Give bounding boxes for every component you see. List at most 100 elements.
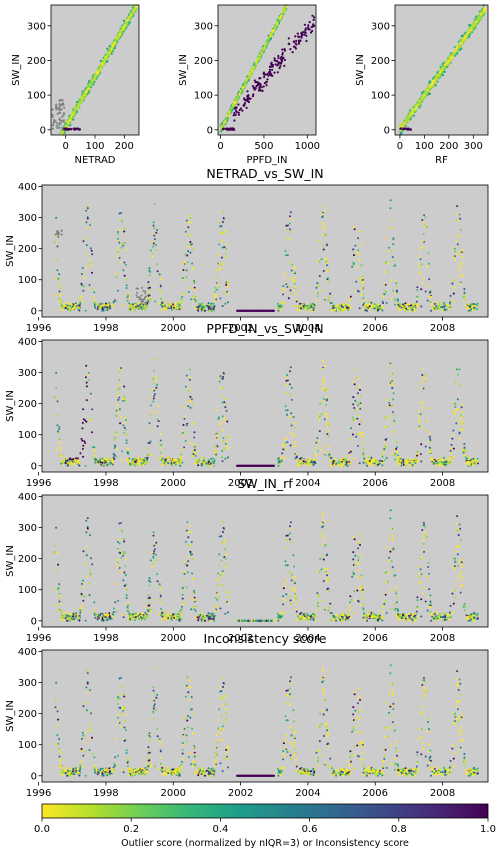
data-point — [219, 421, 222, 424]
data-point — [226, 435, 229, 438]
data-point — [477, 17, 480, 20]
data-point — [56, 400, 59, 403]
data-point — [222, 211, 225, 214]
data-point — [435, 462, 438, 465]
y-tick-label: 100 — [371, 91, 390, 102]
data-point — [71, 308, 74, 311]
data-point — [58, 426, 61, 428]
data-point — [117, 233, 119, 236]
data-point — [363, 457, 366, 460]
data-point — [392, 289, 395, 292]
data-point — [427, 87, 430, 90]
data-point — [368, 305, 371, 308]
x-tick-label: 1998 — [93, 323, 118, 334]
data-point — [189, 240, 192, 243]
data-point — [235, 111, 239, 114]
data-point — [452, 447, 455, 450]
data-point — [72, 115, 75, 118]
data-point — [210, 457, 213, 460]
data-point — [189, 441, 192, 444]
data-point — [395, 282, 398, 285]
data-point — [125, 284, 128, 287]
data-point — [58, 122, 62, 125]
data-point — [234, 101, 237, 104]
data-point — [360, 431, 363, 434]
data-point — [305, 39, 308, 43]
data-point — [352, 396, 355, 399]
data-point — [260, 51, 263, 54]
data-point — [294, 46, 297, 49]
data-point — [58, 438, 61, 440]
data-point — [58, 446, 61, 449]
data-point — [364, 462, 367, 465]
data-point — [122, 424, 125, 427]
data-point — [420, 271, 423, 273]
x-tick-label: 0 — [217, 141, 223, 152]
data-point — [449, 302, 451, 305]
data-point — [64, 461, 67, 464]
data-point — [134, 302, 137, 305]
data-point — [315, 291, 318, 294]
data-point — [180, 307, 183, 310]
data-point — [133, 309, 136, 312]
data-point — [172, 458, 175, 461]
data-point — [305, 34, 308, 37]
data-point — [385, 446, 388, 449]
data-point — [294, 285, 297, 288]
data-point — [155, 243, 157, 246]
data-point — [326, 262, 329, 265]
data-point — [221, 460, 224, 463]
data-point — [326, 257, 328, 260]
data-point — [303, 23, 306, 26]
data-point — [116, 35, 119, 38]
data-point — [225, 409, 228, 412]
data-point — [209, 462, 212, 465]
data-point — [354, 244, 357, 247]
data-point — [263, 46, 266, 50]
data-point — [446, 63, 449, 66]
data-point — [57, 259, 59, 262]
data-point — [359, 407, 362, 410]
data-point — [353, 383, 356, 386]
data-point — [161, 463, 163, 466]
data-point — [218, 221, 221, 224]
data-point — [435, 460, 438, 463]
x-tick-label: 100 — [85, 141, 104, 152]
data-point — [347, 309, 350, 312]
data-point — [58, 111, 61, 114]
data-point — [60, 233, 63, 236]
data-point — [327, 435, 330, 438]
data-point — [78, 98, 81, 101]
data-point — [188, 214, 191, 217]
data-point — [91, 431, 93, 434]
x-axis-label: NETRAD — [75, 155, 116, 166]
data-point — [459, 229, 462, 231]
data-point — [290, 412, 293, 415]
data-point — [257, 81, 260, 84]
data-point — [362, 297, 365, 300]
data-point — [458, 45, 461, 48]
data-point — [329, 292, 332, 295]
data-point — [221, 415, 224, 418]
data-point — [124, 428, 127, 431]
data-point — [390, 298, 393, 300]
data-point — [309, 304, 312, 307]
data-point — [215, 269, 218, 271]
data-point — [457, 373, 460, 376]
x-tick-label: 2000 — [161, 323, 186, 334]
data-point — [327, 430, 330, 433]
data-point — [286, 409, 289, 412]
data-point — [105, 60, 108, 64]
data-point — [217, 254, 220, 257]
data-point — [382, 307, 385, 310]
data-point — [349, 295, 352, 298]
data-point — [334, 305, 337, 308]
data-point — [254, 87, 257, 90]
data-point — [119, 35, 123, 38]
data-point — [220, 256, 223, 259]
data-point — [321, 222, 324, 225]
data-point — [105, 54, 108, 57]
data-point — [394, 299, 397, 301]
data-point — [89, 417, 92, 420]
